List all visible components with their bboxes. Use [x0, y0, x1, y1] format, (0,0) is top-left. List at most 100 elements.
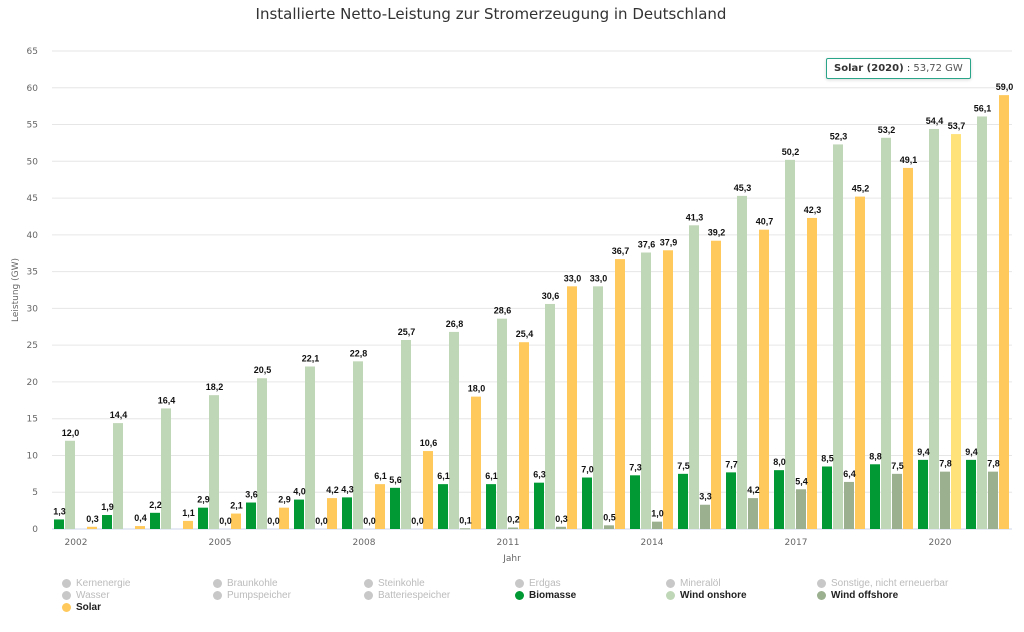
bar-wind-onshore-2013[interactable] [593, 286, 603, 529]
data-label: 54,4 [926, 116, 944, 126]
bar-biomasse-2019[interactable] [870, 464, 880, 529]
bar-solar-2021[interactable] [999, 95, 1009, 529]
bar-solar-2003[interactable] [135, 526, 145, 529]
bar-solar-2015[interactable] [711, 240, 721, 529]
bar-biomasse-2020[interactable] [918, 459, 928, 529]
data-label: 10,6 [420, 438, 438, 448]
bar-wind-offshore-2014[interactable] [652, 521, 662, 529]
bar-biomasse-2002[interactable] [54, 519, 64, 529]
bar-biomasse-2015[interactable] [678, 473, 688, 529]
bar-wind-onshore-2012[interactable] [545, 303, 555, 529]
bar-wind-offshore-2012[interactable] [556, 526, 566, 529]
bar-wind-onshore-2005[interactable] [209, 395, 219, 529]
bar-solar-2008[interactable] [375, 484, 385, 529]
bar-biomasse-2005[interactable] [198, 507, 208, 529]
legend-item-mineralöl[interactable]: Mineralöl [666, 578, 721, 589]
bar-solar-2019[interactable] [903, 167, 913, 529]
x-tick-label: 2014 [641, 538, 664, 548]
legend-item-solar[interactable]: Solar [62, 602, 101, 613]
bar-wind-onshore-2019[interactable] [881, 137, 891, 529]
data-label: 30,6 [542, 291, 560, 301]
bar-wind-offshore-2015[interactable] [700, 504, 710, 529]
bar-wind-onshore-2015[interactable] [689, 225, 699, 530]
bar-wind-onshore-2017[interactable] [785, 159, 795, 530]
bar-wind-onshore-2003[interactable] [113, 423, 123, 529]
data-label: 8,8 [869, 451, 882, 461]
bar-biomasse-2007[interactable] [294, 499, 304, 529]
bar-wind-onshore-2018[interactable] [833, 144, 843, 529]
bar-wind-onshore-2020[interactable] [929, 128, 939, 529]
x-tick-label: 2002 [65, 538, 88, 548]
bar-solar-2009[interactable] [423, 451, 433, 529]
bar-biomasse-2017[interactable] [774, 470, 784, 529]
bar-biomasse-2008[interactable] [342, 497, 352, 529]
y-tick-label: 5 [32, 488, 38, 498]
bar-wind-onshore-2011[interactable] [497, 318, 507, 529]
legend-item-batteriespeicher[interactable]: Batteriespeicher [364, 590, 450, 601]
bar-wind-onshore-2008[interactable] [353, 361, 363, 529]
bar-wind-offshore-2010[interactable] [460, 528, 470, 530]
bar-solar-2011[interactable] [519, 342, 529, 529]
legend-item-biomasse[interactable]: Biomasse [515, 590, 576, 601]
bar-solar-2017[interactable] [807, 217, 817, 529]
bar-biomasse-2003[interactable] [102, 515, 112, 529]
bar-solar-2006[interactable] [279, 507, 289, 529]
bar-biomasse-2013[interactable] [582, 477, 592, 529]
y-tick-label: 0 [32, 525, 38, 535]
legend-item-wasser[interactable]: Wasser [62, 590, 110, 601]
legend-item-erdgas[interactable]: Erdgas [515, 578, 561, 589]
bar-wind-onshore-2016[interactable] [737, 195, 747, 529]
bar-solar-2005[interactable] [231, 513, 241, 529]
legend-item-sonstige-nicht-erneuerbar[interactable]: Sonstige, nicht erneuerbar [817, 578, 948, 589]
bar-wind-offshore-2021[interactable] [988, 471, 998, 529]
bar-solar-2013[interactable] [615, 259, 625, 529]
bar-solar-2018[interactable] [855, 196, 865, 530]
bar-solar-2002[interactable] [87, 526, 97, 529]
y-tick-label: 35 [27, 268, 38, 278]
bar-solar-2020[interactable] [951, 134, 961, 530]
bar-solar-2010[interactable] [471, 396, 481, 529]
legend-item-wind-onshore[interactable]: Wind onshore [666, 590, 747, 601]
bar-wind-onshore-2006[interactable] [257, 378, 267, 529]
tooltip-label: Solar (2020) [834, 63, 904, 74]
bar-solar-2007[interactable] [327, 498, 337, 529]
legend-item-wind-offshore[interactable]: Wind offshore [817, 590, 898, 601]
legend-item-pumpspeicher[interactable]: Pumpspeicher [213, 590, 291, 601]
bar-wind-onshore-2010[interactable] [449, 331, 459, 529]
bar-wind-offshore-2017[interactable] [796, 489, 806, 529]
bar-biomasse-2004[interactable] [150, 512, 160, 529]
bar-biomasse-2021[interactable] [966, 459, 976, 529]
bar-wind-onshore-2007[interactable] [305, 366, 315, 529]
bar-wind-onshore-2014[interactable] [641, 252, 651, 529]
bar-wind-onshore-2021[interactable] [977, 116, 987, 530]
bar-wind-offshore-2018[interactable] [844, 481, 854, 529]
bar-wind-onshore-2004[interactable] [161, 408, 171, 529]
bar-wind-onshore-2002[interactable] [65, 440, 75, 529]
bar-wind-offshore-2013[interactable] [604, 525, 614, 529]
bar-biomasse-2011[interactable] [486, 484, 496, 529]
bar-biomasse-2012[interactable] [534, 482, 544, 529]
bar-biomasse-2014[interactable] [630, 475, 640, 529]
bar-solar-2012[interactable] [567, 286, 577, 529]
legend-item-braunkohle[interactable]: Braunkohle [213, 578, 278, 589]
bar-solar-2016[interactable] [759, 229, 769, 529]
legend-item-steinkohle[interactable]: Steinkohle [364, 578, 425, 589]
bar-chart: Installierte Netto-Leistung zur Stromerz… [11, 5, 1013, 564]
bar-biomasse-2009[interactable] [390, 487, 400, 529]
bar-wind-offshore-2019[interactable] [892, 473, 902, 529]
data-label: 6,1 [374, 471, 387, 481]
bar-wind-onshore-2009[interactable] [401, 340, 411, 529]
bar-biomasse-2018[interactable] [822, 466, 832, 529]
bar-solar-2004[interactable] [183, 520, 193, 529]
data-label: 52,3 [830, 131, 848, 141]
data-label: 3,6 [245, 490, 258, 500]
bar-biomasse-2006[interactable] [246, 502, 256, 529]
bar-solar-2014[interactable] [663, 250, 673, 529]
bar-wind-offshore-2016[interactable] [748, 498, 758, 529]
legend-item-kernenergie[interactable]: Kernenergie [62, 578, 130, 589]
data-label: 25,7 [398, 327, 416, 337]
bar-wind-offshore-2020[interactable] [940, 471, 950, 529]
bar-biomasse-2016[interactable] [726, 472, 736, 529]
bar-biomasse-2010[interactable] [438, 484, 448, 529]
bar-wind-offshore-2011[interactable] [508, 527, 518, 529]
